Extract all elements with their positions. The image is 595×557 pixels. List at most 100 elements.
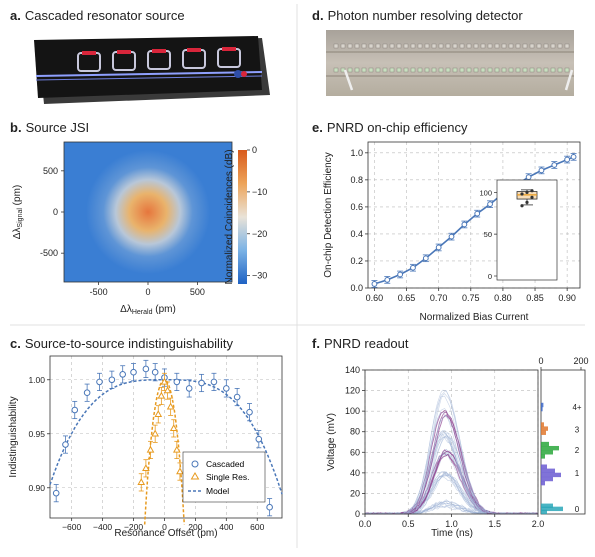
- cascaded-point: [62, 441, 69, 448]
- histogram-count-label: 1: [575, 469, 580, 478]
- detector-pixel: [375, 67, 381, 73]
- detector-pixel: [459, 43, 465, 49]
- efficiency-point: [487, 201, 493, 208]
- detector-pixel: [333, 67, 339, 73]
- panel-a-label: a.: [10, 8, 21, 23]
- detector-pixel: [480, 43, 486, 49]
- detector-pixel: [438, 67, 444, 73]
- detector-pixel: [431, 43, 437, 49]
- efficiency-point: [448, 233, 455, 240]
- indist-xtick-label: −400: [93, 522, 112, 532]
- detector-pixel: [340, 43, 346, 49]
- cascaded-point: [173, 378, 181, 386]
- panel-f-title: f. PNRD readout: [312, 336, 409, 351]
- output-photon-red: [241, 71, 247, 77]
- detector-pixel: [515, 67, 521, 73]
- jsi-colorbar-label: Normalized Coincidences (dB): [224, 149, 235, 284]
- detector-pixel: [403, 43, 409, 49]
- cascaded-point: [233, 393, 241, 401]
- indist-xtick-label: 0: [162, 522, 167, 532]
- detector-pixel: [403, 67, 409, 73]
- jsi-ylabel: ΔλSignal (pm): [12, 185, 24, 240]
- inset-boxplot: 0 50 100: [479, 188, 538, 281]
- ring-resonator-5: [217, 47, 241, 68]
- detector-pixel: [452, 67, 458, 73]
- jsi-ylabel-unit: (pm): [12, 185, 23, 208]
- inset-point: [525, 190, 529, 194]
- cascaded-point: [185, 385, 193, 392]
- histogram-count-label: 2: [575, 446, 580, 455]
- detector-pixel: [515, 43, 521, 49]
- detector-pixel: [410, 67, 416, 73]
- indist-tick-group: −600 −400 −200 0 200 400 600 0.90 0.95 1.00: [28, 375, 264, 532]
- efficiency-point: [397, 271, 404, 278]
- detector-pixel: [445, 43, 451, 49]
- inset-ytick-label: 50: [484, 230, 492, 239]
- indist-legend: Cascaded Single Res. Model: [182, 451, 266, 503]
- histogram-bar: [541, 472, 561, 478]
- cascaded-point: [130, 368, 137, 376]
- efficiency-xtick-label: 0.80: [494, 293, 512, 303]
- jsi-xtick-label: 0: [145, 287, 150, 297]
- panel-e-title: e. PNRD on-chip efficiency: [312, 120, 468, 135]
- detector-pixel-rows: [333, 43, 570, 73]
- colorbar-tick-label: −20: [252, 229, 267, 239]
- jsi-ylabel-main: Δλ: [12, 228, 23, 240]
- jsi-ytick-label: 500: [43, 166, 58, 176]
- efficiency-point: [538, 167, 545, 174]
- single-res-point: [154, 410, 163, 418]
- panel-e: e. PNRD on-chip efficiency 0.60 0.65 0.70 0.…: [312, 120, 581, 323]
- panel-e-title-text: PNRD on-chip efficiency: [327, 120, 468, 135]
- indist-xlabel: Resonance Offset (pm): [114, 528, 217, 539]
- panel-f: f. PNRD readout 0.0 0.5 1.0 1.5 2.00204060801…: [312, 336, 589, 539]
- detector-pixel: [494, 43, 500, 49]
- single-res-point: [163, 386, 172, 394]
- histogram-bar: [541, 445, 559, 451]
- efficiency-tick-group: 0.60 0.65 0.70 0.75 0.80 0.85 0.900.00.20.40.6…: [350, 148, 575, 303]
- jsi-colorbar: [238, 150, 247, 284]
- jsi-xtick-label: 500: [190, 287, 205, 297]
- output-photon-blue: [234, 70, 242, 78]
- indist-ytick-label: 1.00: [28, 375, 45, 385]
- cascaded-point: [223, 385, 230, 392]
- jsi-xlabel-sub: Herald: [132, 309, 153, 316]
- panel-b-label: b.: [10, 120, 22, 135]
- panel-a-title-text: Cascaded resonator source: [25, 8, 185, 23]
- colorbar-tick-label: −10: [252, 187, 267, 197]
- micrograph-background: [326, 30, 574, 96]
- cascaded-point: [96, 378, 103, 386]
- efficiency-xtick-label: 0.60: [366, 293, 384, 303]
- detector-pixel: [473, 67, 479, 73]
- jsi-xtick-label: -500: [90, 287, 108, 297]
- efficiency-ytick-label: 0.8: [350, 175, 363, 185]
- readout-histogram: 0 200 0 1 2 3 4+: [538, 356, 589, 515]
- panel-c: c. Source-to-source indistinguishability …: [8, 336, 283, 539]
- efficiency-ylabel: On-chip Detection Efficiency: [323, 152, 334, 277]
- jsi-xlabel-unit: (pm): [152, 304, 175, 315]
- histogram-bar: [541, 464, 547, 469]
- detector-pixel: [501, 43, 507, 49]
- detector-pixel: [529, 67, 535, 73]
- histogram-count-label: 3: [575, 426, 580, 435]
- indist-data-points: [52, 359, 273, 517]
- single-res-point: [169, 424, 178, 432]
- resonator-chip-illustration: [34, 36, 270, 104]
- cascaded-point: [210, 378, 218, 386]
- cascaded-point: [198, 379, 205, 387]
- efficiency-ytick-label: 0.6: [350, 202, 363, 212]
- detector-pixel: [452, 43, 458, 49]
- detector-pixel: [431, 67, 437, 73]
- detector-pixel: [459, 67, 465, 73]
- single-res-point: [176, 467, 184, 475]
- jsi-xlabel-main: Δλ: [120, 304, 132, 315]
- indist-plot-frame: [49, 355, 283, 519]
- efficiency-point: [525, 174, 532, 181]
- histogram-bar: [541, 454, 545, 459]
- detector-pixel: [564, 67, 570, 73]
- panel-b-title-text: Source JSI: [26, 120, 90, 135]
- cascaded-point: [108, 376, 116, 384]
- detector-pixel: [487, 67, 493, 73]
- single-res-point: [146, 445, 155, 453]
- panel-a: a. Cascaded resonator source: [10, 8, 270, 104]
